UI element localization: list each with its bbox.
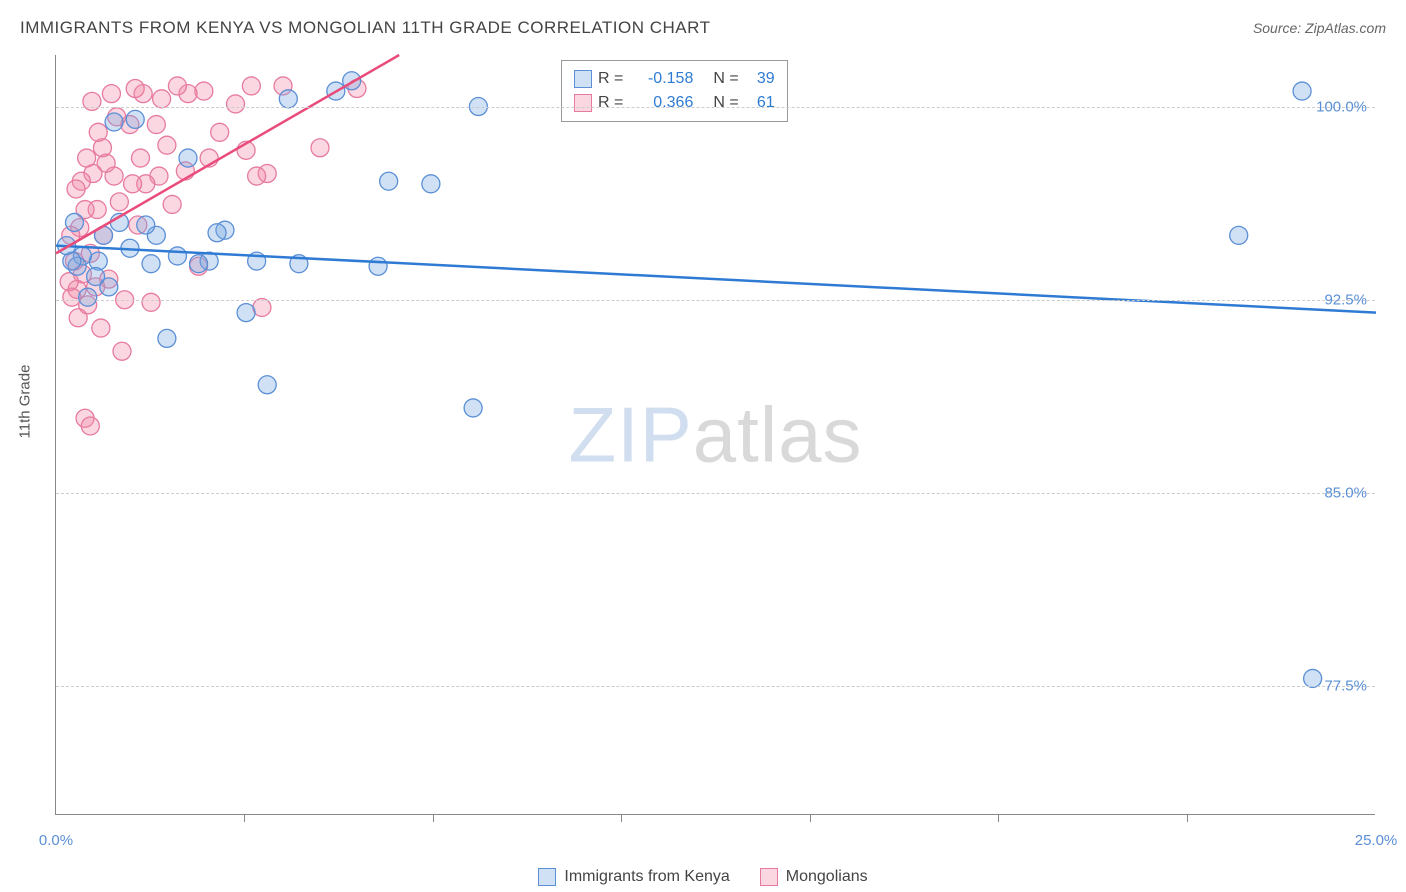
data-point [81, 417, 99, 435]
x-minor-tick [433, 814, 434, 822]
chart-header: IMMIGRANTS FROM KENYA VS MONGOLIAN 11TH … [20, 18, 1386, 38]
correlation-legend: R =-0.158 N = 39 R =0.366 N = 61 [561, 60, 788, 122]
data-point [211, 123, 229, 141]
data-point [158, 136, 176, 154]
data-point [83, 92, 101, 110]
chart-title: IMMIGRANTS FROM KENYA VS MONGOLIAN 11TH … [20, 18, 711, 38]
data-point [168, 247, 186, 265]
data-point [102, 85, 120, 103]
series-legend: Immigrants from Kenya Mongolians [0, 868, 1406, 886]
data-point [153, 90, 171, 108]
data-point [208, 224, 226, 242]
legend-row: R =0.366 N = 61 [574, 91, 775, 115]
legend-n-label: N = [713, 67, 738, 91]
source-attribution: Source: ZipAtlas.com [1253, 20, 1386, 36]
legend-r-label: R = [598, 91, 623, 115]
data-point [65, 213, 83, 231]
data-point [142, 255, 160, 273]
data-point [179, 149, 197, 167]
legend-item-kenya: Immigrants from Kenya [538, 868, 729, 886]
data-point [126, 79, 144, 97]
legend-swatch [574, 70, 592, 88]
y-axis-label: 11th Grade [17, 365, 34, 439]
data-point [195, 82, 213, 100]
data-point [92, 319, 110, 337]
data-point [158, 329, 176, 347]
data-point [89, 123, 107, 141]
y-tick-label: 100.0% [1316, 98, 1367, 115]
data-point [78, 149, 96, 167]
legend-n-label: N = [713, 91, 738, 115]
data-point [67, 180, 85, 198]
data-point [131, 149, 149, 167]
x-minor-tick [244, 814, 245, 822]
gridline-h [56, 686, 1375, 687]
data-point [369, 257, 387, 275]
data-point [1304, 669, 1322, 687]
data-point [69, 309, 87, 327]
data-point [110, 193, 128, 211]
legend-swatch-mongolians [760, 868, 778, 886]
data-point [237, 304, 255, 322]
data-point [105, 113, 123, 131]
legend-r-value: 0.366 [629, 91, 693, 115]
data-point [147, 116, 165, 134]
data-point [422, 175, 440, 193]
data-point [248, 167, 266, 185]
plot-area: ZIPatlas R =-0.158N =39R =0.366N =61 77.… [55, 55, 1375, 815]
data-point [242, 77, 260, 95]
x-tick-label: 25.0% [1355, 832, 1398, 849]
data-point [124, 175, 142, 193]
legend-item-mongolians: Mongolians [760, 868, 868, 886]
x-tick-label: 0.0% [39, 832, 73, 849]
data-point [113, 342, 131, 360]
legend-swatch [574, 94, 592, 112]
y-tick-label: 92.5% [1324, 291, 1367, 308]
data-point [227, 95, 245, 113]
gridline-h [56, 300, 1375, 301]
data-point [311, 139, 329, 157]
gridline-h [56, 107, 1375, 108]
legend-row: R =-0.158 N = 39 [574, 67, 775, 91]
legend-r-value: -0.158 [629, 67, 693, 91]
data-point [380, 172, 398, 190]
chart-svg [56, 55, 1375, 814]
legend-label-mongolians: Mongolians [786, 868, 868, 886]
x-minor-tick [1187, 814, 1188, 822]
data-point [1293, 82, 1311, 100]
legend-swatch-kenya [538, 868, 556, 886]
data-point [87, 268, 105, 286]
legend-n-value: 39 [745, 67, 775, 91]
legend-r-label: R = [598, 67, 623, 91]
x-minor-tick [998, 814, 999, 822]
y-tick-label: 77.5% [1324, 678, 1367, 695]
data-point [137, 216, 155, 234]
data-point [79, 288, 97, 306]
data-point [163, 195, 181, 213]
x-minor-tick [810, 814, 811, 822]
gridline-h [56, 493, 1375, 494]
data-point [258, 376, 276, 394]
y-tick-label: 85.0% [1324, 484, 1367, 501]
legend-n-value: 61 [745, 91, 775, 115]
data-point [190, 255, 208, 273]
data-point [1230, 226, 1248, 244]
data-point [126, 110, 144, 128]
x-minor-tick [621, 814, 622, 822]
data-point [142, 293, 160, 311]
data-point [168, 77, 186, 95]
data-point [464, 399, 482, 417]
data-point [279, 90, 297, 108]
legend-label-kenya: Immigrants from Kenya [564, 868, 729, 886]
